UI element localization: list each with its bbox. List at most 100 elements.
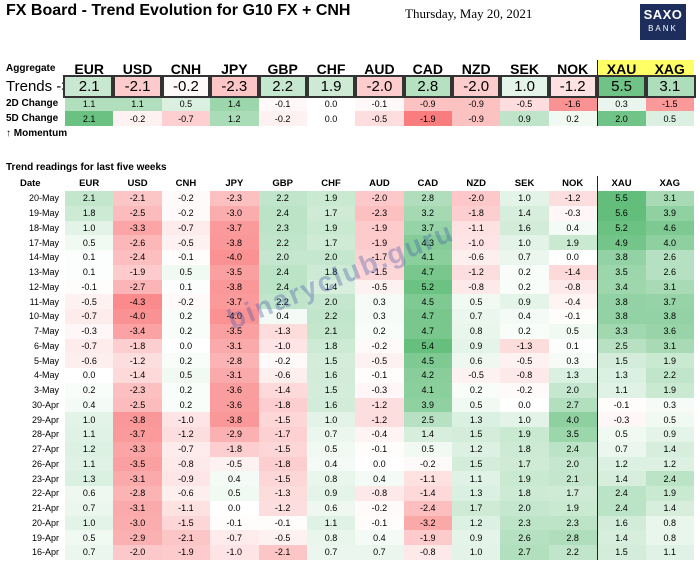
- cell-nok: 1.7: [548, 486, 598, 501]
- cell-eur: 1.8: [65, 205, 114, 221]
- cell-gbp: -1.5: [258, 471, 307, 486]
- cell-usd: -2.5: [113, 205, 162, 221]
- cell-nzd: -1.0: [452, 235, 501, 250]
- cell-nzd: 0.9: [452, 530, 501, 545]
- trend-value-chf: 1.9: [304, 75, 358, 98]
- cell-xau: 1.4: [596, 471, 646, 486]
- row-date: 14-May: [28, 252, 59, 263]
- cell-cnh: 0.2: [161, 353, 211, 368]
- change-2d-xag: -1.5: [645, 96, 694, 111]
- trend-value-sek: 1.0: [498, 75, 551, 98]
- history-header-jpy: JPY: [225, 178, 244, 189]
- change-2d-cad: -0.9: [403, 96, 452, 111]
- cell-sek: 0.2: [500, 264, 549, 280]
- cell-xau: 3.8: [596, 309, 646, 324]
- cell-gbp: -0.1: [258, 515, 307, 531]
- cell-usd: -2.5: [113, 397, 162, 413]
- cell-jpy: -3.8: [210, 235, 259, 250]
- cell-cad: 4.2: [403, 368, 452, 383]
- currency-header-xau: XAU: [596, 60, 646, 77]
- cell-gbp: -1.8: [258, 456, 307, 472]
- table-row: 5-May -0.6 -1.2 0.2 -2.8 -0.2 1.5 -0.5 4.5 0.6 -0.…: [2, 353, 694, 368]
- cell-usd: -2.4: [113, 250, 162, 265]
- history-header-nzd: NZD: [466, 178, 486, 189]
- cell-cad: -2.4: [403, 500, 452, 516]
- cell-nok: 2.0: [548, 456, 598, 472]
- cell-cnh: -0.2: [161, 205, 211, 221]
- cell-cad: 4.7: [403, 309, 452, 324]
- cell-chf: 1.6: [306, 397, 356, 413]
- cell-nzd: 1.3: [452, 412, 501, 427]
- cell-usd: -4.3: [113, 294, 162, 309]
- cell-jpy: -0.1: [210, 515, 259, 531]
- cell-eur: 0.1: [65, 264, 114, 280]
- cell-chf: 1.1: [306, 515, 356, 531]
- cell-jpy: -3.5: [210, 264, 259, 280]
- cell-sek: -0.2: [500, 382, 549, 398]
- cell-cad: 2.8: [403, 191, 452, 206]
- cell-nok: 0.3: [548, 353, 598, 368]
- cell-aud: -1.2: [355, 397, 404, 413]
- cell-eur: 0.7: [65, 500, 114, 516]
- cell-nzd: 1.1: [452, 471, 501, 486]
- change-5d-aud: -0.5: [355, 111, 404, 126]
- row-date: 7-May: [33, 326, 59, 337]
- cell-cad: 4.5: [403, 294, 452, 309]
- history-header-gbp: GBP: [272, 178, 293, 189]
- cell-gbp: -1.5: [258, 441, 307, 457]
- cell-gbp: 2.2: [258, 294, 307, 309]
- cell-cnh: -0.7: [161, 441, 211, 457]
- cell-chf: 1.0: [306, 412, 356, 427]
- cell-eur: -0.6: [65, 353, 114, 368]
- cell-xau: 1.5: [596, 545, 646, 560]
- change-2d-row: 2D Change 1.1 1.1 0.5 1.4 -0.1 0.0 -0.1 -0.9 -0.…: [2, 96, 694, 111]
- cell-xag: 4.0: [645, 235, 694, 250]
- date-header: Date: [20, 178, 41, 189]
- cell-sek: 1.0: [500, 235, 549, 250]
- cell-chf: 2.2: [306, 309, 356, 324]
- cell-nok: -0.3: [548, 205, 598, 221]
- change-5d-nok: 0.2: [548, 111, 598, 126]
- cell-jpy: -3.0: [210, 205, 259, 221]
- cell-xau: -0.3: [596, 412, 646, 427]
- cell-sek: 2.6: [500, 530, 549, 545]
- row-date: 30-Apr: [31, 399, 59, 410]
- trends-row: Trends -> 2.1 -2.1 -0.2 -2.3 2.2 1.9 -2.0 2.8 -2…: [2, 75, 696, 98]
- cell-nzd: -0.8: [452, 279, 501, 295]
- cell-usd: -3.1: [113, 500, 162, 516]
- momentum-row: ↑ Momentum: [2, 126, 694, 141]
- cell-usd: -2.1: [113, 191, 162, 206]
- cell-chf: 2.0: [306, 250, 356, 265]
- cell-sek: 2.3: [500, 515, 549, 531]
- cell-chf: 0.9: [306, 486, 356, 501]
- currency-header-jpy: JPY: [221, 60, 248, 77]
- cell-aud: -2.3: [355, 205, 404, 221]
- cell-nok: 2.8: [548, 530, 598, 545]
- cell-xag: 2.6: [645, 250, 694, 265]
- cell-gbp: -1.4: [258, 382, 307, 398]
- cell-sek: 1.6: [500, 220, 549, 236]
- cell-nok: 2.7: [548, 397, 598, 413]
- cell-nok: 2.3: [548, 515, 598, 531]
- cell-nzd: -0.6: [452, 250, 501, 265]
- change-2d-sek: -0.5: [500, 96, 549, 111]
- cell-cnh: -0.8: [161, 456, 211, 472]
- cell-cad: 5.4: [403, 338, 452, 354]
- row-date: 19-May: [28, 208, 59, 219]
- row-date: 20-Apr: [31, 517, 59, 528]
- cell-sek: 1.9: [500, 427, 549, 442]
- row-date: 6-May: [33, 340, 59, 351]
- cell-usd: -2.7: [113, 279, 162, 295]
- change-2d-gbp: -0.1: [258, 96, 307, 111]
- cell-cad: 3.2: [403, 205, 452, 221]
- trend-value-usd: -2.1: [111, 75, 164, 98]
- change-5d-row: 5D Change 2.1 -0.2 -0.7 1.2 -0.2 0.0 -0.5 -1.9-…: [2, 111, 694, 126]
- cell-nzd: 1.7: [452, 500, 501, 516]
- cell-sek: 1.0: [500, 412, 549, 427]
- cell-xau: 2.4: [596, 486, 646, 501]
- cell-jpy: -3.5: [210, 323, 259, 339]
- trend-value-jpy: -2.3: [208, 75, 261, 98]
- row-date: 22-Apr: [31, 488, 59, 499]
- cell-eur: -0.5: [65, 294, 114, 309]
- cell-xag: 1.9: [645, 486, 694, 501]
